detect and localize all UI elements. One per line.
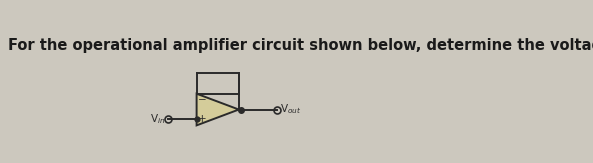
Text: V$_{in}$: V$_{in}$ bbox=[150, 112, 165, 126]
Text: For the operational amplifier circuit shown below, determine the voltage gain.: For the operational amplifier circuit sh… bbox=[8, 38, 593, 53]
Text: +: + bbox=[197, 114, 206, 124]
Text: −: − bbox=[197, 95, 206, 105]
Text: V$_{out}$: V$_{out}$ bbox=[280, 103, 301, 116]
Polygon shape bbox=[197, 94, 239, 125]
